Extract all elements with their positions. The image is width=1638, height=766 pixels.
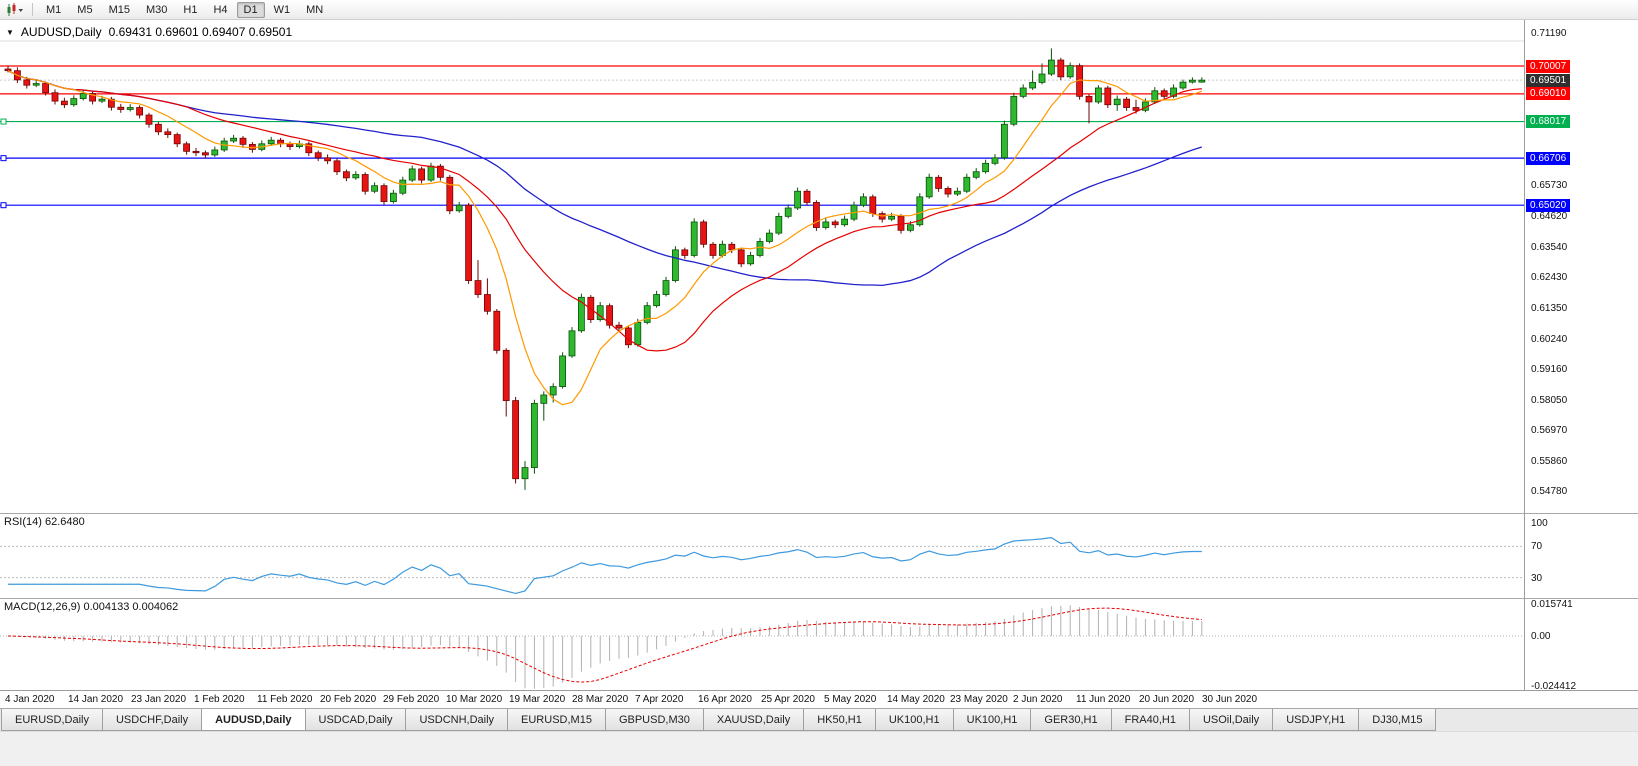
date-tick: 29 Feb 2020 xyxy=(383,694,440,705)
chart-tab-xauusd-daily[interactable]: XAUUSD,Daily xyxy=(702,709,805,731)
date-tick: 23 Jan 2020 xyxy=(131,694,187,705)
price-tick: 0.59160 xyxy=(1531,363,1568,375)
date-tick: 7 Apr 2020 xyxy=(635,694,684,705)
price-level-tag: 0.69501 xyxy=(1526,73,1571,87)
date-tick: 4 Jan 2020 xyxy=(5,694,55,705)
date-tick: 11 Jun 2020 xyxy=(1076,694,1131,705)
ma-fast-line xyxy=(7,70,1203,406)
date-tick: 2 Jun 2020 xyxy=(1013,694,1063,705)
chart-tab-gbpusd-m30[interactable]: GBPUSD,M30 xyxy=(604,709,704,731)
chart-tab-usdcad-daily[interactable]: USDCAD,Daily xyxy=(304,709,407,731)
rsi-pane-separator[interactable] xyxy=(0,513,1638,514)
timeframe-button-m30[interactable]: M30 xyxy=(145,3,168,16)
date-axis[interactable]: 4 Jan 2020 14 Jan 2020 23 Jan 2020 1 Feb 20… xyxy=(0,690,1638,708)
chart-tab-uk100-h1[interactable]: UK100,H1 xyxy=(952,709,1032,731)
price-level-tag: 0.65020 xyxy=(1526,198,1571,212)
macd-pane-separator[interactable] xyxy=(0,598,1638,599)
date-tick: 19 Mar 2020 xyxy=(509,694,566,705)
macd-label: MACD(12,26,9) 0.004133 0.004062 xyxy=(4,601,179,613)
date-tick: 25 Apr 2020 xyxy=(761,694,815,705)
chevron-down-icon xyxy=(18,8,23,12)
date-tick: 20 Feb 2020 xyxy=(320,694,377,705)
price-tick: 0.58050 xyxy=(1531,394,1568,406)
date-tick: 16 Apr 2020 xyxy=(698,694,752,705)
line-handle[interactable] xyxy=(0,202,7,209)
chart-tab-fra40-h1[interactable]: FRA40,H1 xyxy=(1110,709,1190,731)
chart-type-icon[interactable] xyxy=(3,2,27,18)
macd-tick: 0.015741 xyxy=(1531,598,1573,610)
price-tick: 0.54780 xyxy=(1531,486,1568,497)
chart-tab-eurusd-daily[interactable]: EURUSD,Daily xyxy=(1,709,103,731)
collapse-triangle-icon[interactable]: ▼ xyxy=(6,27,14,37)
chart-tab-usoil-daily[interactable]: USOil,Daily xyxy=(1188,709,1274,731)
chart-tab-dj30-m15[interactable]: DJ30,M15 xyxy=(1358,709,1437,731)
chart-tab-usdcnh-daily[interactable]: USDCNH,Daily xyxy=(405,709,509,731)
price-tick: 0.60240 xyxy=(1531,333,1568,345)
date-tick: 20 Jun 2020 xyxy=(1139,694,1195,705)
chart-symbol-period: AUDUSD,Daily xyxy=(20,25,102,39)
ma-medium-line xyxy=(7,70,1202,352)
chart-tab-uk100-h1[interactable]: UK100,H1 xyxy=(874,709,954,731)
date-tick: 10 Mar 2020 xyxy=(446,694,503,705)
candlestick-chart[interactable] xyxy=(0,20,1524,690)
price-tick: 0.56970 xyxy=(1531,424,1568,436)
rsi-tick: 70 xyxy=(1531,541,1543,553)
price-axis[interactable]: 0.71190 0.65730 0.64620 0.63540 0.62430 0.613… xyxy=(1524,20,1638,692)
price-tick: 0.62430 xyxy=(1531,272,1568,284)
price-level-tag: 0.69010 xyxy=(1526,87,1571,101)
date-tick: 11 Feb 2020 xyxy=(257,694,313,705)
status-bar xyxy=(0,731,1638,766)
chart-title: ▼ AUDUSD,Daily 0.69431 0.69601 0.69407 0… xyxy=(6,25,292,39)
chart-tab-bar: EURUSD,Daily USDCHF,Daily AUDUSD,Daily USDC… xyxy=(0,708,1638,731)
line-handle[interactable] xyxy=(0,155,7,162)
price-level-tag: 0.70007 xyxy=(1526,59,1571,73)
date-tick: 30 Jun 2020 xyxy=(1202,694,1258,705)
chart-tab-eurusd-m15[interactable]: EURUSD,M15 xyxy=(507,709,606,731)
timeframe-button-w1[interactable]: W1 xyxy=(273,3,291,16)
price-tick: 0.65730 xyxy=(1531,180,1568,192)
timeframe-toolbar: M1 M5 M15 M30 H1 H4 D1 W1 MN xyxy=(0,0,1638,20)
chart-area[interactable]: ▼ AUDUSD,Daily 0.69431 0.69601 0.69407 0… xyxy=(0,20,1638,692)
date-tick: 5 May 2020 xyxy=(824,694,877,705)
macd-tick: -0.024412 xyxy=(1531,680,1577,692)
timeframe-button-h4[interactable]: H4 xyxy=(213,3,228,16)
ma-slow-line xyxy=(7,70,1202,286)
timeframe-button-m1[interactable]: M1 xyxy=(46,3,62,16)
price-tick: 0.64620 xyxy=(1531,211,1568,223)
chart-tab-usdchf-daily[interactable]: USDCHF,Daily xyxy=(101,709,203,731)
price-tick: 0.63540 xyxy=(1531,241,1568,253)
line-handle[interactable] xyxy=(0,118,7,125)
timeframe-buttons: M1 M5 M15 M30 H1 H4 D1 W1 MN xyxy=(38,1,331,18)
date-tick: 28 Mar 2020 xyxy=(572,694,629,705)
chart-tab-ger30-h1[interactable]: GER30,H1 xyxy=(1030,709,1112,731)
price-tick: 0.71190 xyxy=(1531,28,1567,39)
chart-tab-audusd-daily[interactable]: AUDUSD,Daily xyxy=(201,709,306,731)
timeframe-button-m15[interactable]: M15 xyxy=(108,3,130,16)
rsi-line xyxy=(8,537,1202,595)
candles xyxy=(4,48,1206,490)
timeframe-button-m5[interactable]: M5 xyxy=(77,3,93,16)
chart-tab-hk50-h1[interactable]: HK50,H1 xyxy=(803,709,876,731)
date-tick: 14 Jan 2020 xyxy=(68,694,124,705)
horizontal-lines[interactable] xyxy=(0,65,1524,209)
timeframe-button-h1[interactable]: H1 xyxy=(183,3,198,16)
date-tick: 23 May 2020 xyxy=(950,694,1008,705)
timeframe-button-d1[interactable]: D1 xyxy=(236,1,265,18)
macd-histogram xyxy=(16,605,1203,689)
date-tick: 14 May 2020 xyxy=(887,694,945,705)
rsi-tick: 100 xyxy=(1531,518,1548,529)
price-level-tag: 0.66706 xyxy=(1526,151,1571,165)
macd-tick: 0.00 xyxy=(1531,631,1551,642)
chart-ohlc-values: 0.69431 0.69601 0.69407 0.69501 xyxy=(108,25,293,39)
price-tick: 0.55860 xyxy=(1531,455,1568,467)
chart-tab-usdjpy-h1[interactable]: USDJPY,H1 xyxy=(1272,709,1360,731)
price-tick: 0.61350 xyxy=(1531,302,1568,314)
rsi-label: RSI(14) 62.6480 xyxy=(4,516,85,528)
date-tick: 1 Feb 2020 xyxy=(194,694,245,705)
price-level-tag: 0.68017 xyxy=(1526,115,1571,129)
timeframe-button-mn[interactable]: MN xyxy=(306,3,324,16)
toolbar-separator xyxy=(32,3,33,16)
rsi-tick: 30 xyxy=(1531,572,1543,584)
